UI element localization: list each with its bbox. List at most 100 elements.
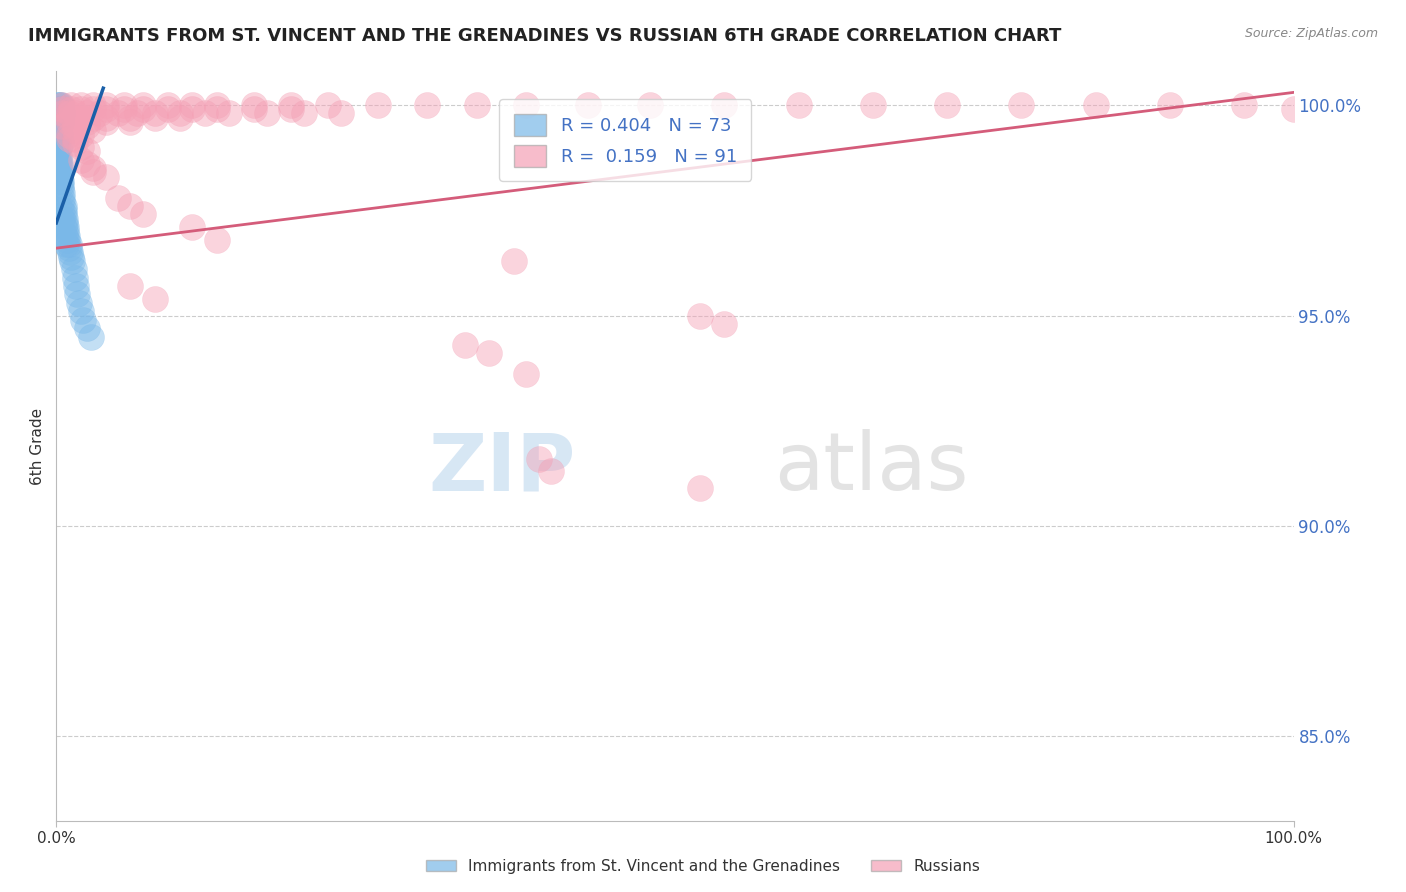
Point: [67, 296, 90, 310]
Point: [76, 321, 98, 335]
Point: [49, 169, 72, 184]
Point: [82, 123, 104, 137]
Point: [120, 199, 142, 213]
Point: [243, 102, 266, 116]
Point: [48, 153, 70, 167]
Point: [51, 106, 73, 120]
Point: [72, 312, 94, 326]
Point: [46, 132, 69, 146]
Point: [49, 98, 72, 112]
Point: [62, 262, 84, 277]
Point: [280, 102, 302, 116]
Point: [63, 132, 86, 146]
Point: [94, 115, 117, 129]
Point: [132, 102, 155, 116]
Point: [416, 98, 439, 112]
Point: [60, 98, 83, 112]
Point: [58, 132, 80, 146]
Point: [46, 98, 69, 112]
Point: [51, 178, 73, 192]
Point: [46, 148, 69, 162]
Point: [49, 165, 72, 179]
Text: ZIP: ZIP: [429, 429, 576, 508]
Point: [292, 106, 315, 120]
Point: [862, 98, 884, 112]
Point: [51, 174, 73, 188]
Point: [60, 253, 83, 268]
Point: [112, 102, 135, 116]
Point: [51, 186, 73, 201]
Point: [63, 270, 86, 285]
Point: [80, 329, 103, 343]
Point: [132, 207, 155, 221]
Point: [53, 228, 76, 243]
Point: [318, 98, 340, 112]
Point: [94, 98, 117, 112]
Point: [94, 111, 117, 125]
Point: [82, 102, 104, 116]
Point: [46, 140, 69, 154]
Point: [58, 111, 80, 125]
Point: [256, 106, 278, 120]
Point: [1010, 98, 1032, 112]
Point: [49, 128, 72, 142]
Point: [515, 368, 537, 382]
Point: [329, 106, 352, 120]
Point: [63, 119, 86, 133]
Point: [51, 106, 73, 120]
Point: [51, 98, 73, 112]
Point: [48, 157, 70, 171]
Point: [515, 98, 537, 112]
Point: [107, 106, 129, 120]
Point: [51, 119, 73, 133]
Point: [367, 98, 389, 112]
Legend: Immigrants from St. Vincent and the Grenadines, Russians: Immigrants from St. Vincent and the Gren…: [419, 853, 987, 880]
Point: [1282, 102, 1305, 116]
Point: [125, 106, 148, 120]
Point: [49, 111, 72, 125]
Point: [46, 157, 69, 171]
Point: [51, 182, 73, 196]
Point: [58, 106, 80, 120]
Point: [527, 451, 550, 466]
Point: [465, 98, 488, 112]
Point: [70, 304, 93, 318]
Point: [49, 115, 72, 129]
Point: [48, 98, 70, 112]
Point: [143, 111, 166, 125]
Point: [70, 111, 93, 125]
Point: [48, 123, 70, 137]
Point: [49, 102, 72, 116]
Point: [82, 111, 104, 125]
Point: [689, 309, 711, 323]
Point: [120, 115, 142, 129]
Point: [1084, 98, 1107, 112]
Point: [49, 157, 72, 171]
Point: [52, 203, 75, 218]
Point: [51, 203, 73, 218]
Point: [46, 111, 69, 125]
Point: [94, 102, 117, 116]
Point: [63, 123, 86, 137]
Point: [1159, 98, 1181, 112]
Point: [76, 115, 98, 129]
Text: Source: ZipAtlas.com: Source: ZipAtlas.com: [1244, 27, 1378, 40]
Point: [59, 245, 82, 260]
Point: [48, 106, 70, 120]
Point: [82, 165, 104, 179]
Point: [181, 220, 204, 235]
Point: [48, 132, 70, 146]
Point: [48, 115, 70, 129]
Point: [51, 115, 73, 129]
Point: [52, 207, 75, 221]
Point: [52, 220, 75, 235]
Point: [107, 191, 129, 205]
Point: [169, 111, 191, 125]
Point: [713, 317, 735, 331]
Point: [48, 102, 70, 116]
Text: atlas: atlas: [773, 429, 969, 508]
Point: [48, 119, 70, 133]
Point: [65, 279, 87, 293]
Point: [46, 106, 69, 120]
Point: [51, 106, 73, 120]
